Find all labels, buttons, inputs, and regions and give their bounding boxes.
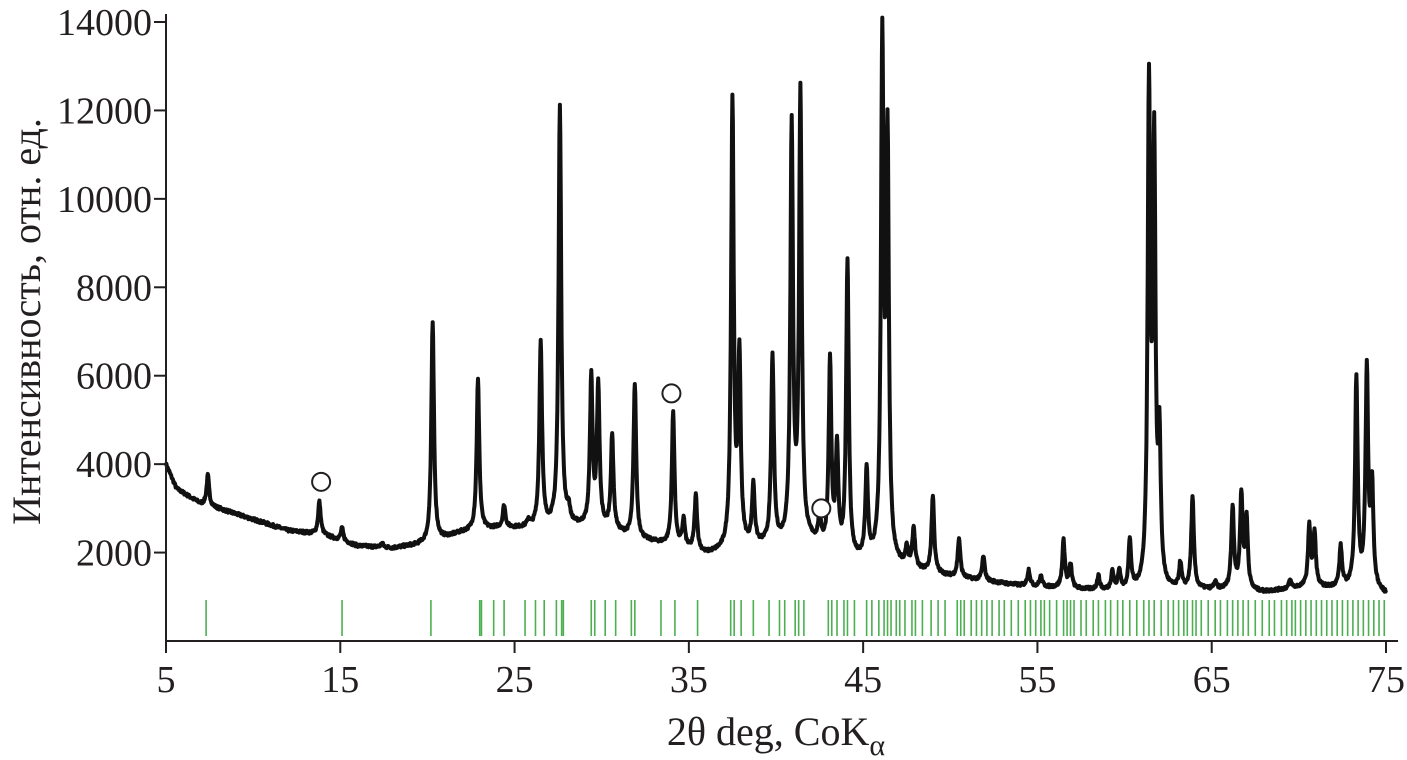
y-axis-title: Интенсивность, отн. ед. [4,118,49,525]
phase-circle-marker [311,471,332,492]
x-tick-label: 65 [1193,659,1231,701]
x-axis-title-subscript: α [869,729,885,760]
phase-markers [311,383,832,519]
y-tick-label: 10000 [57,179,152,221]
x-tick-label: 55 [1018,659,1056,701]
y-tick-label: 8000 [76,267,152,309]
y-tick-label: 4000 [76,444,152,486]
x-tick-label: 45 [844,659,882,701]
y-tick-label: 14000 [57,2,152,44]
y-tick-label: 6000 [76,356,152,398]
x-tick-label: 5 [157,659,176,701]
x-tick-label: 15 [321,659,359,701]
tick-labels: 5 15 25 35 45 55 65 75 2000 4000 6000 8000 10000 1200… [57,2,1405,701]
tick-marks [154,21,1387,653]
x-axis-title-main: 2θ deg, CoK [667,709,870,754]
xrd-pattern-line [164,15,1388,594]
x-tick-label: 75 [1367,659,1405,701]
x-tick-label: 25 [496,659,534,701]
x-axis-title: 2θ deg, CoKα [667,709,885,760]
phase-circle-marker [811,498,832,519]
y-tick-label: 12000 [57,90,152,132]
axes [165,14,1398,642]
reference-lines [205,600,1386,636]
phase-circle-marker [661,383,682,404]
x-tick-label: 35 [670,659,708,701]
y-tick-label: 2000 [76,533,152,575]
